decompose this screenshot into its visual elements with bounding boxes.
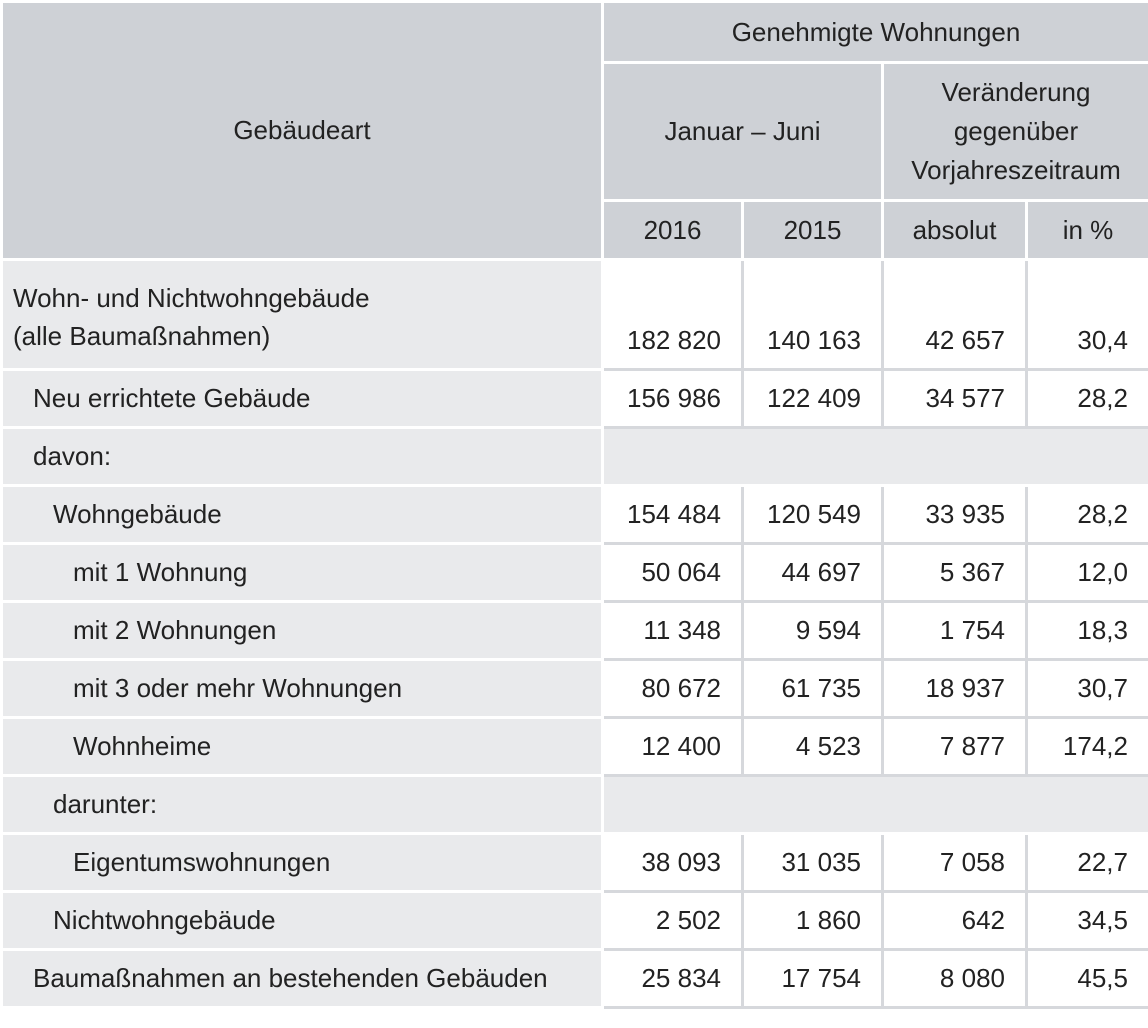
row-label: Eigentumswohnungen [0,832,604,893]
cell-2015: 1 860 [741,890,884,951]
cell-absolute: 7 058 [881,832,1028,893]
cell-2016: 25 834 [601,948,744,1009]
row-label: mit 2 Wohnungen [0,600,604,661]
table-row: Neu errichtete Gebäude 156 986 122 409 3… [0,368,1148,429]
table-row: mit 1 Wohnung 50 064 44 697 5 367 12,0 [0,542,1148,603]
row-label: mit 3 oder mehr Wohnungen [0,658,604,719]
cell-2015: 140 163 [741,258,884,371]
cell-percent: 28,2 [1025,484,1148,545]
header-year-2015: 2015 [741,199,884,261]
row-label: mit 1 Wohnung [0,542,604,603]
table-row: mit 3 oder mehr Wohnungen 80 672 61 735 … [0,658,1148,719]
header-change: Veränderung gegenüber Vorjahreszeitraum [881,61,1148,202]
table-row: Nichtwohngebäude 2 502 1 860 642 34,5 [0,890,1148,951]
section-row: darunter: [0,774,1148,835]
cell-2015: 31 035 [741,832,884,893]
cell-2016: 11 348 [601,600,744,661]
cell-percent: 45,5 [1025,948,1148,1009]
row-label: Wohn- und Nichtwohngebäude (alle Baumaßn… [0,258,604,371]
cell-absolute: 5 367 [881,542,1028,603]
row-label: Baumaßnahmen an bestehenden Gebäuden [0,948,604,1009]
cell-2016: 80 672 [601,658,744,719]
header-absolute: absolut [881,199,1028,261]
row-label-line2: (alle Baumaßnahmen) [13,320,271,351]
cell-percent: 28,2 [1025,368,1148,429]
cell-absolute: 642 [881,890,1028,951]
header-percent: in % [1025,199,1148,261]
section-label-davon: davon: [0,426,604,487]
cell-absolute: 34 577 [881,368,1028,429]
cell-percent: 30,4 [1025,258,1148,371]
header-year-2016: 2016 [601,199,744,261]
cell-absolute: 42 657 [881,258,1028,371]
cell-2015: 61 735 [741,658,884,719]
table-row: Wohngebäude 154 484 120 549 33 935 28,2 [0,484,1148,545]
cell-percent: 18,3 [1025,600,1148,661]
section-spacer [601,774,1148,835]
table-row: Wohnheime 12 400 4 523 7 877 174,2 [0,716,1148,777]
cell-percent: 34,5 [1025,890,1148,951]
section-row: davon: [0,426,1148,487]
cell-2015: 120 549 [741,484,884,545]
cell-percent: 12,0 [1025,542,1148,603]
row-label: Wohnheime [0,716,604,777]
cell-2016: 156 986 [601,368,744,429]
cell-2015: 9 594 [741,600,884,661]
cell-2015: 122 409 [741,368,884,429]
cell-absolute: 18 937 [881,658,1028,719]
cell-2015: 44 697 [741,542,884,603]
row-label-line1: Wohn- und Nichtwohngebäude [13,282,370,313]
cell-percent: 22,7 [1025,832,1148,893]
cell-absolute: 33 935 [881,484,1028,545]
cell-2016: 2 502 [601,890,744,951]
header-period: Januar – Juni [601,61,884,202]
cell-2016: 182 820 [601,258,744,371]
section-spacer [601,426,1148,487]
section-label-darunter: darunter: [0,774,604,835]
table-row: Baumaßnahmen an bestehenden Gebäuden 25 … [0,948,1148,1009]
header-change-line2: gegenüber [953,116,1079,146]
cell-2016: 38 093 [601,832,744,893]
table-row: Wohn- und Nichtwohngebäude (alle Baumaßn… [0,258,1148,371]
row-label: Nichtwohngebäude [0,890,604,951]
row-label: Neu errichtete Gebäude [0,368,604,429]
cell-2016: 12 400 [601,716,744,777]
cell-percent: 30,7 [1025,658,1148,719]
table-row: mit 2 Wohnungen 11 348 9 594 1 754 18,3 [0,600,1148,661]
header-change-line3: Vorjahreszeitraum [911,155,1121,185]
cell-absolute: 8 080 [881,948,1028,1009]
cell-percent: 174,2 [1025,716,1148,777]
table-row: Eigentumswohnungen 38 093 31 035 7 058 2… [0,832,1148,893]
cell-2016: 50 064 [601,542,744,603]
header-building-type: Gebäudeart [0,0,604,261]
header-approved-dwellings: Genehmigte Wohnungen [601,0,1148,64]
header-change-line1: Veränderung [941,77,1091,107]
cell-2015: 4 523 [741,716,884,777]
cell-2016: 154 484 [601,484,744,545]
row-label: Wohngebäude [0,484,604,545]
cell-absolute: 1 754 [881,600,1028,661]
cell-absolute: 7 877 [881,716,1028,777]
cell-2015: 17 754 [741,948,884,1009]
